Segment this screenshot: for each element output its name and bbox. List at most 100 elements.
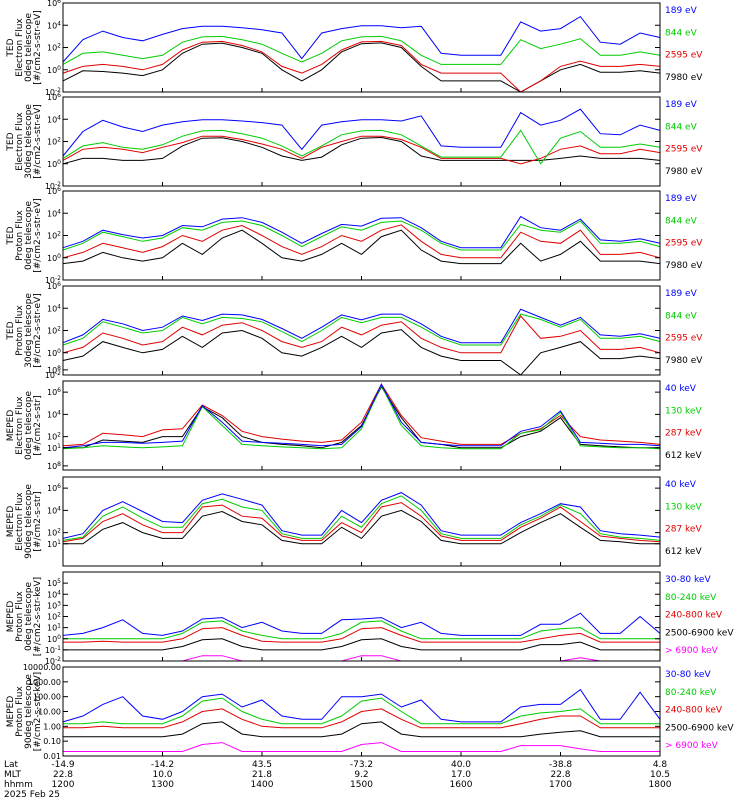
y-tick-label: 10-2 (45, 275, 61, 285)
y-tick-label: 104 (47, 208, 61, 218)
x-tick-lat-label: 40.0 (451, 760, 471, 770)
panel-1-y-axis-label: TEDElectron Flux0deg telescope[#/cm2-s-s… (6, 10, 43, 85)
x-tick-mlt-label: 17.0 (451, 770, 471, 780)
panel-1-legend-entry: 189 eV (665, 6, 698, 16)
x-tick-mlt-label: 22.8 (550, 770, 570, 780)
panel-5-series-3 (62, 384, 661, 450)
y-tick-label: 101 (47, 623, 61, 633)
y-tick-label: 102 (47, 528, 61, 538)
x-tick-lat-label: -38.8 (549, 760, 573, 770)
panel-4-legend-entry: 189 eV (665, 289, 698, 299)
panel-8-legend-entry: 240-800 keV (665, 706, 723, 716)
y-tick-label: 104 (47, 589, 61, 599)
panel-7-series-5 (62, 612, 661, 636)
panel-7-legend-entry: > 6900 keV (665, 646, 719, 656)
panel-8: 0.01 0.10 1.00 10.00 100.00 1000.00 10000.00ME… (6, 663, 734, 761)
panel-8-series-4 (63, 697, 660, 725)
panel-frame (62, 285, 661, 376)
y-tick-label: 104 (47, 303, 61, 313)
panel-1-legend-entry: 7980 eV (665, 73, 703, 83)
x-tick-time-label: 1300 (151, 780, 174, 790)
x-axis-group: Lat MLT hhmm 2025 Feb 25 -14.922.81200-1… (4, 760, 672, 800)
panel-1: 10-2 100 102 104 106 TEDElectron Flux0deg tel… (6, 0, 703, 97)
panel-5-legend-entry: 287 keV (665, 429, 702, 439)
xaxis-row-label-mlt: MLT (4, 770, 22, 780)
x-tick-lat-label: -14.9 (51, 760, 75, 770)
panel-3-series-4 (62, 215, 661, 249)
x-tick-time-label: 1600 (450, 780, 473, 790)
panel-3-y-axis-label: TEDProton Flux0deg telescope[#/cm2-s-str… (6, 198, 43, 273)
panel-4-legend-entry: 2595 eV (665, 334, 703, 344)
panel-8-legend-entry: 80-240 keV (665, 688, 717, 698)
y-tick-label: 100 (47, 634, 61, 644)
y-tick-label: 100.00 (33, 693, 61, 702)
panel-2-legend-entry: 844 eV (665, 122, 698, 132)
panel-4-legend-entry: 7980 eV (665, 356, 703, 366)
panel-frame (62, 190, 661, 281)
y-tick-label: 0.10 (43, 737, 61, 746)
y-tick-label: 105 (47, 578, 61, 588)
panel-4-series-3 (62, 313, 661, 346)
x-tick-time-label: 1500 (350, 780, 373, 790)
x-tick-mlt-label: 10.5 (650, 770, 670, 780)
y-tick-label: 100 (47, 159, 61, 169)
y-tick-label: 104 (47, 505, 61, 515)
y-tick-label: 10.00 (38, 708, 61, 717)
panel-8-series-3 (63, 708, 660, 729)
panel-3-legend-entry: 7980 eV (665, 261, 703, 271)
panel-8-legend-entry: 30-80 keV (665, 670, 711, 680)
y-tick-label: 104 (47, 20, 61, 30)
panel-3-series-1 (62, 229, 661, 265)
panel-2-series-3 (62, 129, 661, 165)
y-tick-label: 100 (47, 348, 61, 358)
y-tick-label: 1.00 (43, 722, 61, 731)
panels-group: 10-2 100 102 104 106 TEDElectron Flux0deg tel… (6, 0, 734, 761)
panel-1-series-3 (62, 35, 661, 65)
panel-6-series-3 (62, 495, 661, 541)
panel-frame (62, 476, 661, 567)
y-tick-label: 1000.00 (28, 678, 61, 687)
panel-3-series-3 (62, 220, 661, 251)
panel-4-series-2 (62, 315, 661, 354)
panel-2-series-1 (62, 136, 661, 165)
panel-8-series-2 (63, 721, 660, 738)
x-tick-mlt-label: 10.0 (152, 770, 172, 780)
panel-frame (62, 571, 661, 662)
x-tick-time-label: 1200 (52, 780, 75, 790)
panel-1-legend-entry: 844 eV (665, 28, 698, 38)
y-tick-label: 108 (47, 461, 61, 471)
xaxis-row-label-lat: Lat (4, 760, 19, 770)
panel-7-series-3 (63, 627, 660, 643)
y-tick-label: 101 (47, 539, 61, 549)
panel-5-y-axis-label: MEPEDElectron Flux0deg telescope[#/cm2-s… (6, 391, 43, 461)
y-tick-label: 106 (47, 387, 61, 397)
panel-5-series-4 (62, 383, 661, 449)
y-tick-label: 102 (47, 231, 61, 241)
y-tick-label: 106 (47, 483, 61, 493)
y-tick-label: 10-2 (45, 181, 61, 191)
panel-6-series-1 (63, 509, 660, 545)
x-tick-mlt-label: 21.8 (252, 770, 272, 780)
panel-7-series-4 (63, 620, 660, 640)
y-tick-label: 102 (47, 326, 61, 336)
y-tick-label: 106 (47, 281, 61, 291)
x-tick-time-label: 1800 (649, 780, 672, 790)
panel-6-legend-entry: 287 keV (665, 525, 702, 535)
panel-6-legend-entry: 612 keV (665, 547, 702, 557)
panel-1-series-2 (62, 40, 661, 93)
panel-4-series-4 (62, 308, 661, 344)
y-tick-label: 106 (47, 186, 61, 196)
panel-6-series-4 (62, 492, 661, 539)
panel-6-legend-entry: 130 keV (665, 502, 702, 512)
x-tick-lat-label: 43.5 (252, 760, 272, 770)
panel-7-series-2 (63, 638, 660, 651)
panel-5-series-2 (62, 383, 661, 447)
panel-4-legend-entry: 844 eV (665, 311, 698, 321)
y-tick-label: 10-1 (45, 645, 61, 655)
x-tick-lat-label: 4.8 (653, 760, 668, 770)
panel-5-series-1 (63, 385, 660, 449)
